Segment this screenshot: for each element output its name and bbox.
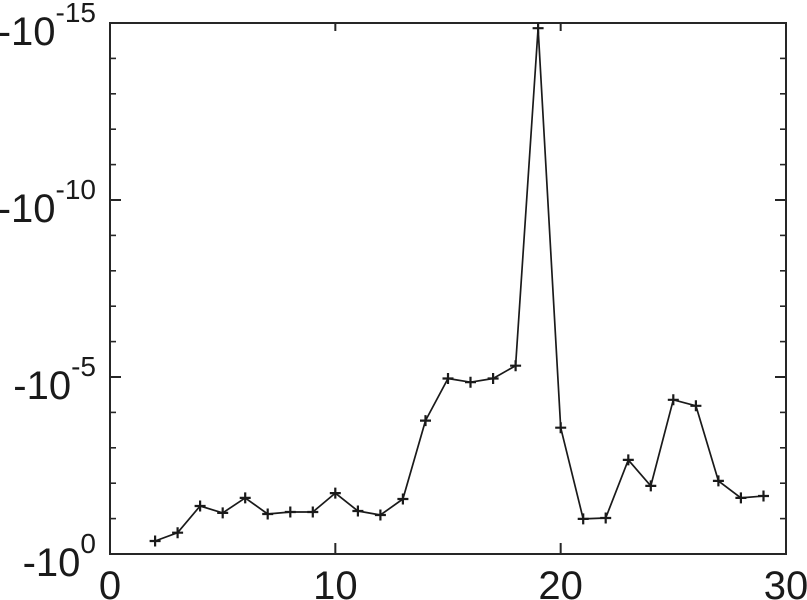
y-tick-label: -10-5 [13,351,96,408]
x-tick-label: 10 [313,564,358,600]
y-tick-label: -10-15 [0,0,96,54]
y-tick-label: -100 [23,528,96,585]
data-markers [149,22,769,547]
y-tick-label: -10-10 [0,174,96,231]
plot-box [109,22,787,555]
x-tick-label: 0 [99,564,121,600]
data-line [154,27,764,542]
x-tick-label: 20 [538,564,583,600]
x-tick-label: 30 [764,564,807,600]
